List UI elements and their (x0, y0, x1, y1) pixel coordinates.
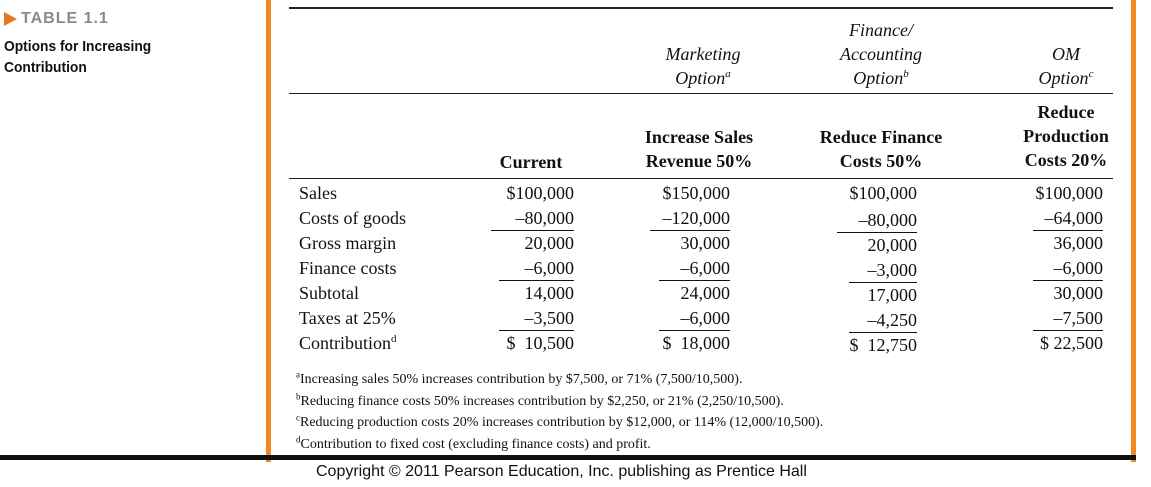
table-caption: TABLE 1.1 Options for Increasing Contrib… (4, 10, 224, 78)
footnote-text: Contribution to fixed cost (excluding fi… (300, 436, 651, 452)
footnote-mark: d (391, 333, 397, 345)
column-header-marketing: Increase Sales Revenue 50% (619, 125, 779, 173)
table-cell: 20,000 (524, 233, 575, 253)
footnote: aIncreasing sales 50% increases contribu… (296, 369, 823, 391)
table-cell: $100,000 (1035, 183, 1104, 203)
table-cell: 20,000 (867, 235, 918, 255)
table-cell: 14,000 (524, 283, 575, 303)
option-header-marketing: Marketing Optiona (623, 42, 783, 90)
footnotes: aIncreasing sales 50% increases contribu… (296, 369, 823, 455)
table-header-rule (289, 178, 1113, 179)
option-header-line: Marketing (665, 44, 741, 64)
table-cell: 24,000 (680, 283, 731, 303)
left-accent-bar (266, 0, 271, 462)
column-header-finance: Reduce Finance Costs 50% (796, 125, 966, 173)
table-cell: –80,000 (491, 206, 574, 231)
table-title-line-2: Contribution (4, 59, 87, 76)
option-header-line: Finance/ (849, 20, 913, 40)
option-header-word: Option (675, 68, 726, 88)
table-cell: –120,000 (650, 206, 730, 231)
table-title-line-1: Options for Increasing (4, 38, 152, 55)
triangle-marker-icon (4, 12, 17, 26)
footnote-text: Reducing production costs 20% increases … (300, 415, 824, 430)
row-label: Contribution (299, 333, 392, 353)
column-header-line: Current (499, 152, 563, 172)
table-cell: –6,000 (659, 256, 730, 281)
table-top-rule (289, 7, 1113, 9)
table-cell: $100,000 (849, 183, 918, 203)
data-table: Marketing Optiona Finance/ Accounting Op… (271, 0, 1131, 462)
row-label: Finance costs (299, 258, 397, 278)
table-cell: 36,000 (1053, 233, 1104, 253)
footnote-mark: a (725, 68, 731, 80)
option-header-line: Optionb (801, 66, 961, 90)
footnote: cReducing production costs 20% increases… (296, 412, 823, 434)
column-header-line: Revenue 50% (645, 151, 753, 171)
table-number: TABLE 1.1 (21, 10, 109, 27)
column-header-line: Increase Sales (644, 127, 754, 147)
table-group-rule (289, 93, 1113, 94)
row-label: Sales (299, 183, 337, 203)
page-bottom-rule (0, 455, 1136, 460)
table-cell: $ 18,000 (662, 333, 731, 353)
table-cell: –6,000 (659, 306, 730, 331)
table-cell: –4,250 (849, 308, 917, 333)
option-header-word: Option (853, 68, 904, 88)
table-cell: –64,000 (1033, 206, 1103, 231)
table-cell: $ 10,500 (506, 333, 575, 353)
option-header-line: OM (1052, 44, 1080, 64)
table-cell: 17,000 (867, 285, 918, 305)
footnote-mark: d (296, 433, 301, 444)
footnote-text: Reducing finance costs 50% increases con… (300, 393, 784, 409)
option-header-om: OM Optionc (991, 42, 1141, 90)
table-cell: $100,000 (506, 183, 575, 203)
table-tag: TABLE 1.1 (4, 10, 224, 28)
footnote: bReducing finance costs 50% increases co… (296, 391, 823, 413)
footnote: dContribution to fixed cost (excluding f… (296, 434, 823, 456)
table-cell: –6,000 (499, 256, 574, 281)
footnote-text: Increasing sales 50% increases contribut… (300, 372, 743, 387)
table-cell: –3,500 (499, 306, 574, 331)
column-header-line: Reduce (1037, 102, 1095, 122)
row-label: Subtotal (299, 283, 360, 303)
table-cell: –80,000 (837, 208, 917, 233)
option-header-line: Optionc (991, 66, 1141, 90)
table-title: Options for Increasing Contribution (4, 36, 206, 78)
column-header-om: Reduce Production Costs 20% (1001, 100, 1131, 172)
option-header-line: Accounting (840, 44, 922, 64)
option-header-finance: Finance/ Accounting Optionb (801, 18, 961, 90)
column-header-line: Costs 20% (1024, 150, 1108, 170)
footnote-mark: c (1088, 68, 1094, 80)
table-cell: $ 22,500 (1040, 333, 1103, 353)
table-cell: $ 12,750 (849, 335, 918, 355)
row-label: Taxes at 25% (299, 308, 396, 328)
column-header-line: Costs 50% (839, 151, 923, 171)
table-cell: –3,000 (849, 258, 917, 283)
option-header-word: Option (1038, 68, 1089, 88)
footnote-mark: b (903, 68, 909, 80)
table-cell: –6,000 (1033, 256, 1103, 281)
row-label: Costs of goods (299, 208, 407, 228)
column-header-current: Current (471, 150, 591, 174)
column-header-line: Reduce Finance (819, 127, 943, 147)
table-cell: $150,000 (662, 183, 731, 203)
footnote-mark: c (296, 412, 300, 423)
option-header-line: Optiona (623, 66, 783, 90)
footnote-mark: b (296, 390, 301, 401)
copyright-notice: Copyright © 2011 Pearson Education, Inc.… (316, 463, 807, 480)
table-cell: –7,500 (1033, 306, 1103, 331)
footnote-mark: a (296, 369, 300, 380)
right-accent-bar (1131, 0, 1136, 462)
row-label-contribution: Contributiond (299, 331, 397, 355)
column-header-line: Production (1023, 126, 1109, 146)
table-cell: 30,000 (1053, 283, 1104, 303)
table-cell: 30,000 (680, 233, 731, 253)
row-label: Gross margin (299, 233, 397, 253)
